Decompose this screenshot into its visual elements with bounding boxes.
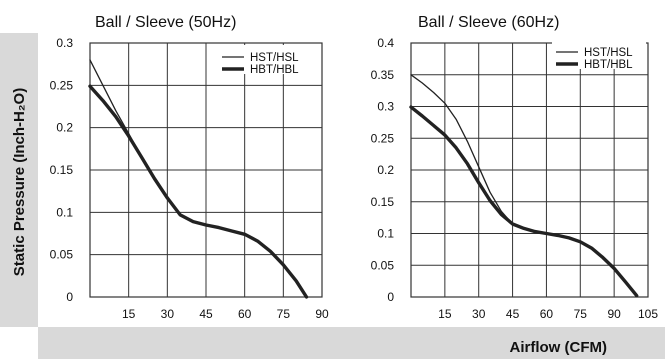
y-tick-label: 0 [387, 290, 394, 304]
y-tick-label: 0.1 [56, 205, 73, 219]
chart-title: Ball / Sleeve (50Hz) [95, 14, 236, 31]
y-tick-label: 0.3 [56, 36, 73, 50]
x-tick-label: 15 [438, 307, 452, 321]
y-tick-label: 0.3 [377, 100, 394, 114]
y-axis-band [0, 33, 38, 327]
y-tick-label: 0.05 [50, 248, 74, 262]
x-tick-label: 90 [315, 307, 329, 321]
y-axis-title: Static Pressure (Inch-H₂O) [11, 88, 28, 276]
y-tick-label: 0.15 [50, 163, 74, 177]
x-tick-label: 30 [161, 307, 175, 321]
x-axis-band [38, 327, 665, 359]
y-tick-label: 0.25 [50, 78, 74, 92]
y-tick-label: 0.05 [371, 258, 395, 272]
x-tick-label: 45 [506, 307, 520, 321]
series-line-hst-hsl [410, 74, 638, 297]
plot-frame [89, 42, 323, 298]
x-tick-label: 90 [607, 307, 621, 321]
y-tick-label: 0.2 [377, 163, 394, 177]
x-axis-title: Airflow (CFM) [510, 339, 607, 356]
y-tick-label: 0.4 [377, 36, 394, 50]
y-tick-label: 0 [66, 290, 73, 304]
plot-frame [410, 42, 649, 298]
panel-50hz: Ball / Sleeve (50Hz) 0 0.05 0.1 0.15 0.2 0.25 0… [50, 14, 329, 321]
y-tick-label: 0.15 [371, 195, 395, 209]
y-tick-label: 0.25 [371, 131, 395, 145]
legend-label: HST/HSL [584, 47, 633, 59]
series-line-hst-hsl [89, 59, 308, 298]
x-tick-label: 30 [472, 307, 486, 321]
y-tick-label: 0.1 [377, 227, 394, 241]
y-tick-label: 0.2 [56, 121, 73, 135]
x-tick-label: 75 [277, 307, 291, 321]
chart-title: Ball / Sleeve (60Hz) [418, 14, 559, 31]
legend-label: HST/HSL [250, 52, 299, 64]
series-line-hbt-hbl [88, 84, 309, 299]
x-tick-label: 15 [122, 307, 136, 321]
panel-60hz: Ball / Sleeve (60Hz) 0 0.05 0.1 0.15 0.2 0.25 0… [371, 14, 659, 321]
x-tick-label: 75 [574, 307, 588, 321]
y-tick-label: 0.35 [371, 68, 395, 82]
x-tick-label: 60 [238, 307, 252, 321]
x-tick-label: 105 [638, 307, 658, 321]
legend-label: HBT/HBL [584, 59, 633, 71]
legend-label: HBT/HBL [250, 64, 299, 76]
x-tick-label: 45 [199, 307, 213, 321]
x-tick-label: 60 [540, 307, 554, 321]
